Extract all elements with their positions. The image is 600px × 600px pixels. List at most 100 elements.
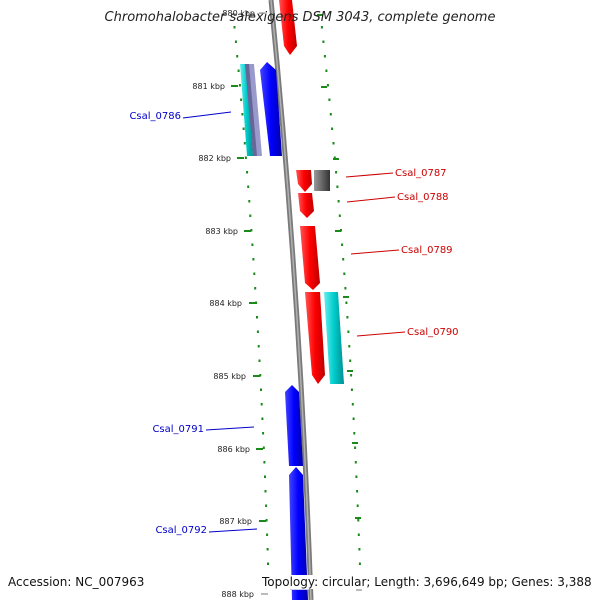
inner-minor-tick [262,446,265,449]
other-feature-0787 [314,170,330,191]
outer-minor-tick [350,388,353,391]
inner-minor-tick [267,562,269,565]
inner-minor-tick [265,519,268,522]
inner-minor-tick [258,359,261,362]
outer-minor-tick [355,475,358,478]
gene-csal-0790 [305,292,325,384]
kbp-scale: 880 kbp 881 kbp 882 kbp 883 kbp 884 kbp … [192,9,362,599]
forward-gene-top [279,0,297,55]
inner-minor-tick [256,330,259,333]
gene-csal-0787 [296,170,312,192]
callout-line-0789 [350,249,400,255]
inner-minor-tick [256,316,258,319]
inner-minor-tick [244,156,247,159]
inner-minor-tick [252,258,255,261]
kbp-label-888: 888 kbp [221,590,254,599]
outer-minor-tick [341,243,344,246]
kbp-label-886: 886 kbp [217,445,250,454]
inner-minor-tick [243,142,246,145]
outer-minor-tick [347,330,350,333]
callout-line-0787 [345,172,394,178]
outer-minor-tick [350,374,353,377]
outer-minor-tick [343,272,346,275]
tick-rings [233,26,362,580]
outer-minor-tick [335,171,338,174]
outer-minor-tick [353,432,356,435]
other-feature-0786 [245,64,258,156]
callout-line-0790 [356,331,406,337]
outer-tick [317,14,323,16]
kbp-tick-882 [237,157,244,159]
inner-minor-tick [266,533,269,536]
gene-label-0789: Csal_0789 [401,245,453,256]
kbp-tick-881 [231,85,238,87]
gene-label-0786: Csal_0786 [129,111,181,122]
kbp-tick-888 [261,593,268,595]
inner-minor-tick [234,40,237,43]
outer-minor-tick [326,84,329,87]
inner-minor-tick [233,26,236,29]
outer-minor-tick [357,519,360,522]
accession-text: Accession: NC_007963 [8,575,145,589]
kbp-label-top: 880 kbp [222,9,255,18]
outer-tick [347,370,353,372]
outer-minor-tick [336,185,339,188]
outer-tick [355,517,361,519]
outer-minor-tick [354,461,357,464]
callouts [182,111,406,533]
kbp-label-884: 884 kbp [209,299,242,308]
outer-tick [335,230,341,232]
inner-minor-tick [249,214,252,217]
gene-label-0790: Csal_0790 [407,327,459,338]
outer-minor-tick [354,446,357,449]
inner-minor-tick [247,185,250,188]
inner-minor-tick [266,548,269,551]
inner-minor-tick [261,417,264,420]
inner-minor-tick [250,229,253,232]
outer-minor-tick [352,417,355,420]
inner-minor-tick [238,84,241,87]
outer-minor-tick [323,55,326,58]
outer-minor-tick [338,214,341,217]
callout-line-0791 [205,426,255,431]
outer-minor-tick [345,301,348,304]
outer-minor-tick [320,26,323,29]
gene-label-0787: Csal_0787 [395,168,447,179]
gene-labels: Csal_0786 Csal_0787 Csal_0788 Csal_0789 … [129,111,458,536]
gene-csal-0792 [289,467,308,600]
rna-feature-0786-b [249,64,262,156]
inner-minor-tick [240,98,243,101]
inner-minor-tick [248,200,251,203]
kbp-label-881: 881 kbp [192,82,225,91]
gene-csal-0789 [300,226,320,290]
inner-minor-tick [241,113,244,116]
outer-minor-tick [357,533,360,536]
inner-minor-tick [260,403,263,406]
kbp-tick-887 [259,520,266,522]
inner-minor-tick [251,243,254,246]
rna-feature-0790 [324,292,344,384]
outer-minor-tick [337,200,340,203]
outer-minor-tick [356,504,359,507]
kbp-label-887: 887 kbp [219,517,252,526]
inner-minor-tick [242,127,245,130]
callout-line-0788 [346,196,396,203]
genome-title: Chromohalobacter salexigens DSM 3043, co… [104,10,496,25]
outer-minor-tick [356,490,359,493]
kbp-tick-885 [253,375,260,377]
outer-minor-tick [322,40,325,43]
outer-minor-tick [358,562,361,565]
inner-minor-tick [255,301,258,304]
gene-label-0792: Csal_0792 [155,525,207,536]
outer-minor-tick [351,403,354,406]
gene-label-0791: Csal_0791 [152,424,204,435]
gene-csal-0788 [298,193,314,218]
outer-minor-tick [349,359,352,362]
inner-minor-tick [246,171,249,174]
outer-tick [343,296,349,298]
inner-minor-tick [262,432,265,435]
outer-minor-tick [329,113,332,116]
inner-minor-tick [257,345,260,348]
inner-minor-tick [237,69,240,72]
